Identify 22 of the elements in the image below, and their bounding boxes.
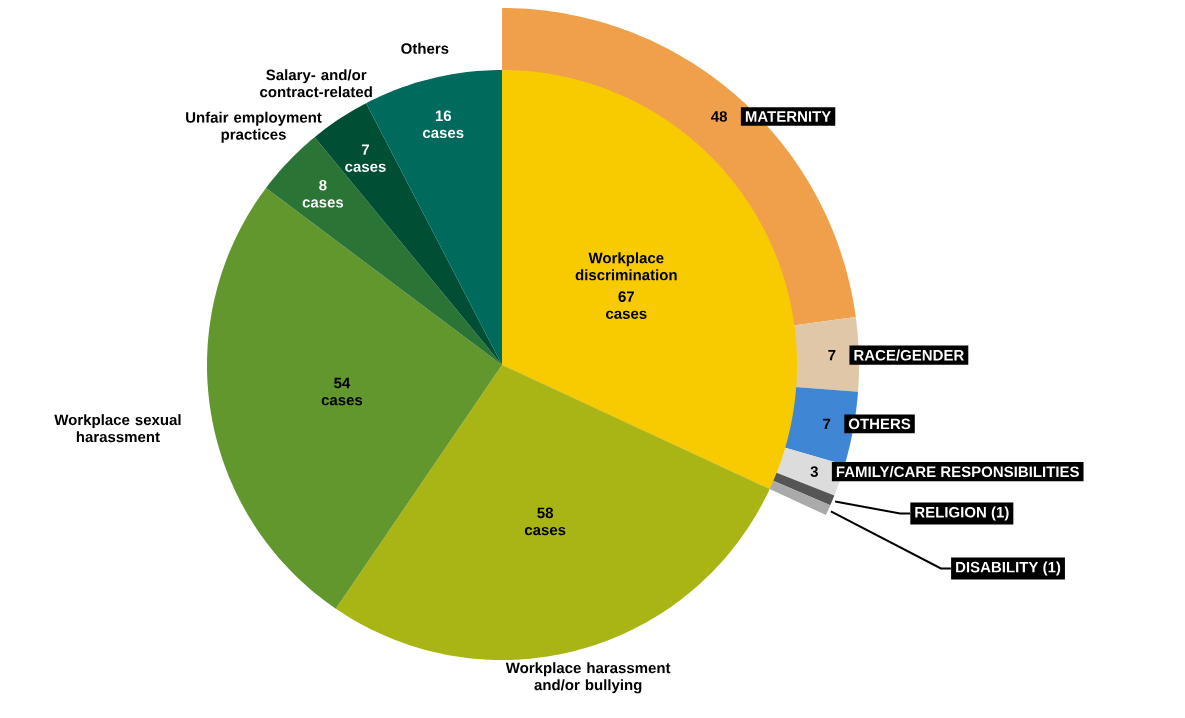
slice-label: Others xyxy=(401,42,449,54)
data-label: 3 xyxy=(810,466,818,477)
slice-label: Workplace sexual harassment xyxy=(54,414,181,443)
slice-label: FAMILY/CARE RESPONSIBILITIES xyxy=(836,466,1079,478)
data-label: 16 cases xyxy=(422,110,464,139)
slice-label: Workplace discrimination xyxy=(575,252,677,281)
data-label: 7 xyxy=(828,349,836,361)
slice-label: DISABILITY (1) xyxy=(956,561,1061,576)
data-label: 8 cases xyxy=(302,179,344,208)
slice-label: Workplace harassment and/or bullying xyxy=(505,662,671,694)
slice-label: MATERNITY xyxy=(745,111,832,122)
data-label: 54 cases xyxy=(321,377,363,406)
slice-label: Salary- and/or contract-related xyxy=(260,69,372,98)
data-label: 48 xyxy=(711,111,728,122)
data-label: 7 cases xyxy=(345,144,386,172)
slice-label: Unfair employment practices xyxy=(186,111,322,143)
data-label: 67 cases xyxy=(606,291,647,319)
data-label: 58 cases xyxy=(524,507,566,536)
data-label: 7 xyxy=(823,418,831,430)
slice-label: RELIGION (1) xyxy=(915,506,1009,521)
slice-label: OTHERS xyxy=(848,418,911,430)
slice-label: RACE/GENDER xyxy=(854,349,964,361)
